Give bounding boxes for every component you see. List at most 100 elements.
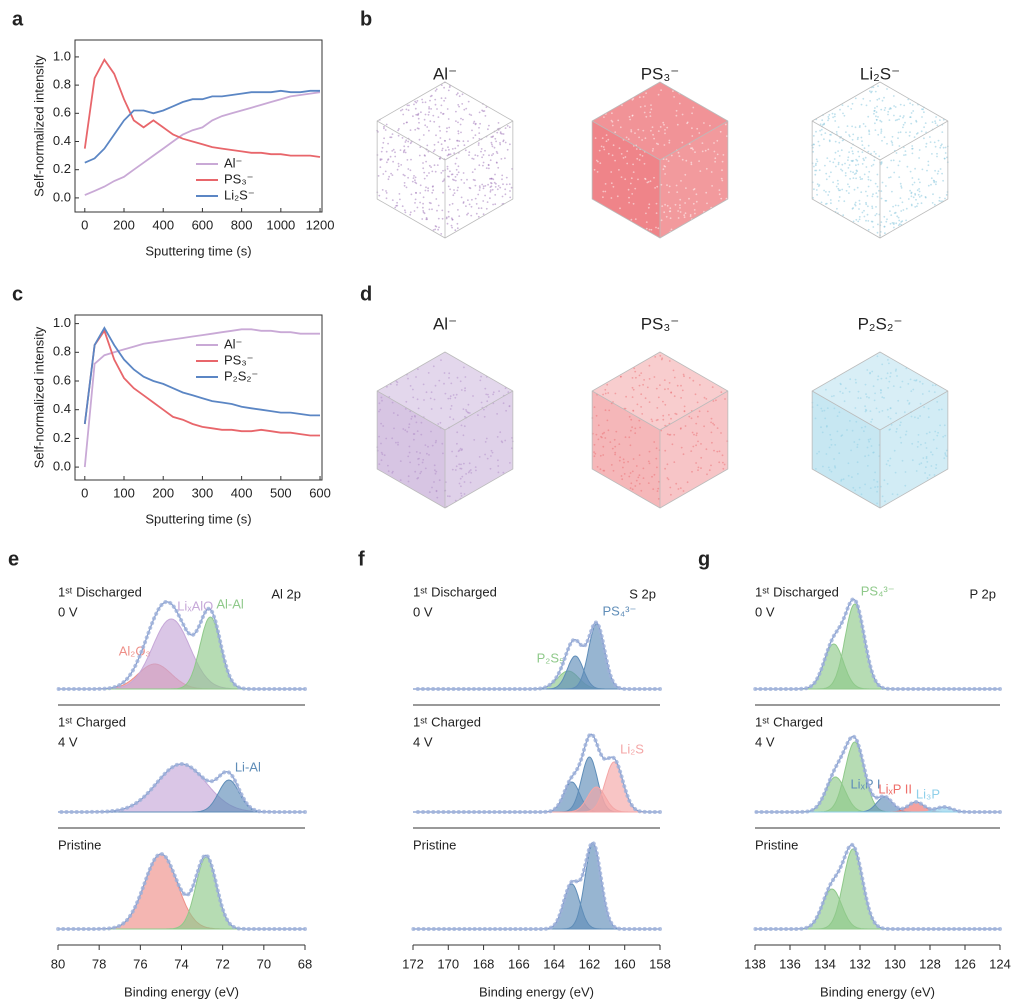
cube-speck xyxy=(911,195,913,197)
cube-speck xyxy=(912,110,914,112)
fit-component xyxy=(58,619,305,689)
cube-speck xyxy=(905,154,907,156)
cube-speck xyxy=(664,166,666,168)
cube-speck xyxy=(380,158,382,160)
cube-speck xyxy=(407,456,409,458)
cube-speck xyxy=(676,185,678,187)
cube-speck xyxy=(392,174,394,176)
cube-speck xyxy=(691,112,693,114)
cube-speck xyxy=(487,184,489,186)
cube-speck xyxy=(884,136,886,138)
cube-speck xyxy=(607,139,609,141)
cube-speck xyxy=(872,193,874,195)
cube-speck xyxy=(702,142,704,144)
cube-speck xyxy=(392,471,394,473)
cube-speck xyxy=(438,116,440,118)
cube-speck xyxy=(671,155,673,157)
cube-speck xyxy=(836,208,838,210)
cube-speck xyxy=(867,205,869,207)
cube-speck xyxy=(827,407,829,409)
cube-speck xyxy=(713,142,715,144)
cube-speck xyxy=(637,477,639,479)
cube-speck xyxy=(447,223,449,225)
cube-speck xyxy=(707,149,709,151)
cube-speck xyxy=(605,409,607,411)
cube-speck xyxy=(874,393,876,395)
cube-speck xyxy=(456,443,458,445)
cube-speck xyxy=(871,165,873,167)
cube-speck xyxy=(912,177,914,179)
cube-speck xyxy=(929,474,931,476)
cube-speck xyxy=(479,112,481,114)
cube-speck xyxy=(416,422,418,424)
cube-speck xyxy=(455,163,457,165)
cube-speck xyxy=(869,373,871,375)
cube-speck xyxy=(461,389,463,391)
cube-speck xyxy=(892,206,894,208)
cube-speck xyxy=(822,466,824,468)
cube-speck xyxy=(939,425,941,427)
cube-speck xyxy=(910,171,912,173)
cube-speck xyxy=(644,163,646,165)
cube-speck xyxy=(905,434,907,436)
cube-speck xyxy=(824,165,826,167)
cube-speck xyxy=(654,187,656,189)
cube-speck xyxy=(382,425,384,427)
cube-speck xyxy=(815,164,817,166)
cube-speck xyxy=(862,163,864,165)
cube-speck xyxy=(667,463,669,465)
cube-speck xyxy=(434,99,436,101)
cube-speck xyxy=(431,408,433,410)
cube-speck xyxy=(434,149,436,151)
cube-speck xyxy=(836,131,838,133)
cube-speck xyxy=(859,216,861,218)
cube-speck xyxy=(669,360,671,362)
cube-speck xyxy=(940,145,942,147)
cube-speck xyxy=(828,114,830,116)
cube-speck xyxy=(492,204,494,206)
cube-speck xyxy=(918,178,920,180)
cube-speck xyxy=(875,192,877,194)
cube-speck xyxy=(898,217,900,219)
cube-speck xyxy=(445,393,447,395)
cube-speck xyxy=(696,193,698,195)
cube-speck xyxy=(882,410,884,412)
cube-speck xyxy=(631,219,633,221)
cube-speck xyxy=(861,427,863,429)
cube-speck xyxy=(387,465,389,467)
cube-speck xyxy=(934,391,936,393)
cube-speck xyxy=(648,482,650,484)
cube-speck xyxy=(451,227,453,229)
cube-speck xyxy=(934,204,936,206)
cube-speck xyxy=(664,450,666,452)
y-axis-label: Self-normalized intensity xyxy=(31,55,46,197)
cube-speck xyxy=(846,190,848,192)
cube-speck xyxy=(624,178,626,180)
cube-speck xyxy=(848,151,850,153)
x-tick-label: 100 xyxy=(113,485,135,500)
cube-speck xyxy=(893,159,895,161)
cube-speck xyxy=(853,441,855,443)
cube-speck xyxy=(911,443,913,445)
cube-speck xyxy=(598,439,600,441)
cube-speck xyxy=(870,180,872,182)
cube-speck xyxy=(447,168,449,170)
cube-speck xyxy=(849,164,851,166)
cube-speck xyxy=(404,209,406,211)
cube-speck xyxy=(386,124,388,126)
cube-speck xyxy=(821,119,823,121)
cube-speck xyxy=(423,196,425,198)
cube-speck xyxy=(896,428,898,430)
cube-speck xyxy=(431,171,433,173)
cube-speck xyxy=(603,149,605,151)
cube-speck xyxy=(703,425,705,427)
cube-speck xyxy=(463,182,465,184)
cube-speck xyxy=(699,384,701,386)
cube-speck xyxy=(492,394,494,396)
cube-speck xyxy=(912,184,914,186)
cube-speck xyxy=(859,439,861,441)
cube-speck xyxy=(499,187,501,189)
cube-speck xyxy=(414,415,416,417)
cube-speck xyxy=(503,133,505,135)
cube-speck xyxy=(383,137,385,139)
